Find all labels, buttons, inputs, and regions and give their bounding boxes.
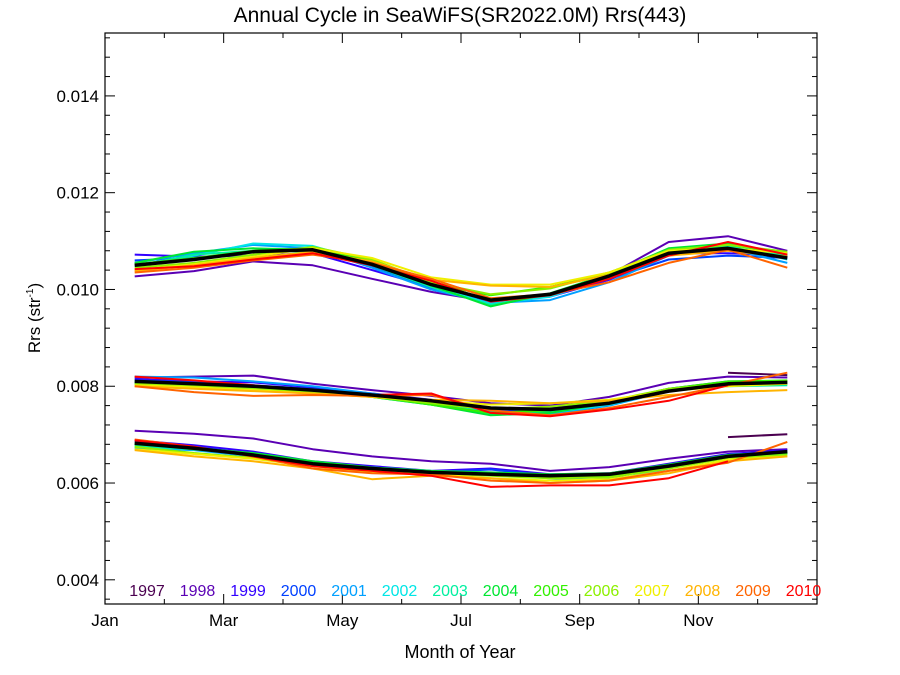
series-line-2004-upper [134,242,788,308]
y-axis-label: Rrs (str-1) [25,283,44,353]
legend-item-2000: 2000 [281,583,317,600]
series-line-1997-lower [727,433,788,439]
series-layer [134,235,788,488]
x-tick-label: Jul [450,611,472,630]
legend-item-2008: 2008 [685,583,721,600]
y-axis-label-main: Rrs (str [25,297,44,353]
x-axis: Jan Mar May Jul Sep Nov [91,33,759,630]
y-tick-label: 0.014 [56,87,99,106]
series-line-2007-upper [134,247,788,286]
y-tick-label: 0.008 [56,377,99,396]
x-tick-label: May [326,611,359,630]
x-tick-label: Sep [565,611,595,630]
legend-item-2009: 2009 [735,583,771,600]
y-tick-label: 0.006 [56,474,99,493]
y-axis-label-close: ) [25,283,44,289]
legend-item-2001: 2001 [331,583,367,600]
y-axis: 0.004 0.006 0.008 0.010 0.012 0.014 [56,37,817,600]
x-tick-label: Jan [91,611,118,630]
legend-item-2007: 2007 [634,583,670,600]
y-tick-label: 0.012 [56,184,99,203]
x-tick-label: Mar [209,611,239,630]
legend-item-2006: 2006 [584,583,620,600]
x-axis-label: Month of Year [404,642,515,662]
series-line-2006-middle [134,380,788,411]
legend-item-2004: 2004 [483,583,519,600]
legend-item-2003: 2003 [432,583,468,600]
legend: 1997 1998 1999 2000 2001 2002 2003 2004 2005 2006… [129,583,821,600]
mean-line-lower [134,441,788,478]
legend-item-2005: 2005 [533,583,569,600]
legend-item-1997: 1997 [129,583,165,600]
mean-line-middle [134,379,788,412]
y-tick-label: 0.010 [56,280,99,299]
legend-item-1999: 1999 [230,583,266,600]
legend-item-2010: 2010 [786,583,822,600]
y-tick-label: 0.004 [56,571,99,590]
plot-frame [104,32,818,605]
series-line-1998-lower [134,429,788,472]
series-line-2008-upper [134,249,788,288]
mean-line-upper [134,246,788,302]
legend-item-1998: 1998 [180,583,216,600]
y-axis-label-sup: -1 [25,288,36,297]
chart-title: Annual Cycle in SeaWiFS(SR2022.0M) Rrs(4… [234,4,687,27]
legend-item-2002: 2002 [382,583,418,600]
x-tick-label: Nov [683,611,714,630]
